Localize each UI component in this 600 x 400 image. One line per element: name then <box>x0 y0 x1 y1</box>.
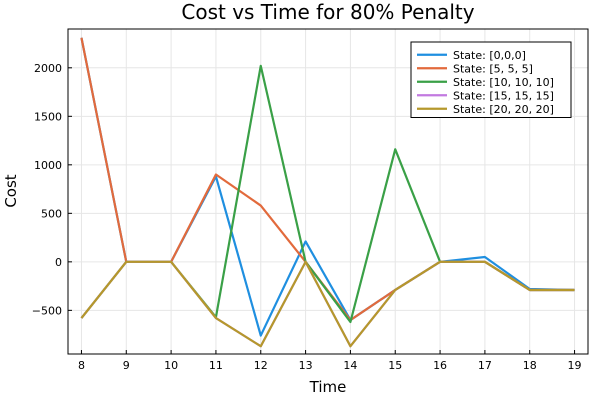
y-tick-label: −500 <box>32 304 62 317</box>
x-tick-label: 9 <box>123 359 130 372</box>
y-tick-label: 0 <box>55 256 62 269</box>
y-tick-label: 500 <box>41 207 62 220</box>
x-tick-label: 10 <box>164 359 178 372</box>
legend: State: [0,0,0]State: [5, 5, 5]State: [10… <box>410 41 572 118</box>
legend-label: State: [20, 20, 20] <box>453 103 554 116</box>
y-tick-label: 2000 <box>34 62 62 75</box>
x-tick-label: 14 <box>343 359 357 372</box>
x-axis-label: Time <box>309 378 347 396</box>
x-tick-label: 18 <box>523 359 537 372</box>
legend-label: State: [15, 15, 15] <box>453 89 554 102</box>
y-tick-label: 1500 <box>34 110 62 123</box>
y-tick-label: 1000 <box>34 159 62 172</box>
legend-label: State: [0,0,0] <box>453 49 526 62</box>
series-line-4 <box>80 260 575 348</box>
x-tick-label: 8 <box>78 359 85 372</box>
legend-label: State: [10, 10, 10] <box>453 76 554 89</box>
x-tick-label: 17 <box>478 359 492 372</box>
y-axis-label: Cost <box>2 174 20 207</box>
y-axis-ticks: −500 0 500 1000 1500 2000 <box>32 62 72 317</box>
x-tick-label: 16 <box>433 359 447 372</box>
x-tick-label: 19 <box>568 359 582 372</box>
x-tick-label: 11 <box>209 359 223 372</box>
x-tick-label: 13 <box>299 359 313 372</box>
x-tick-label: 15 <box>388 359 402 372</box>
x-tick-label: 12 <box>254 359 268 372</box>
x-axis-ticks: 8 9 10 11 12 13 14 15 16 17 18 19 <box>78 350 582 372</box>
plot-frame <box>67 28 589 355</box>
series-lines <box>80 37 575 348</box>
chart-title: Cost vs Time for 80% Penalty <box>181 0 474 24</box>
legend-label: State: [5, 5, 5] <box>453 62 533 75</box>
